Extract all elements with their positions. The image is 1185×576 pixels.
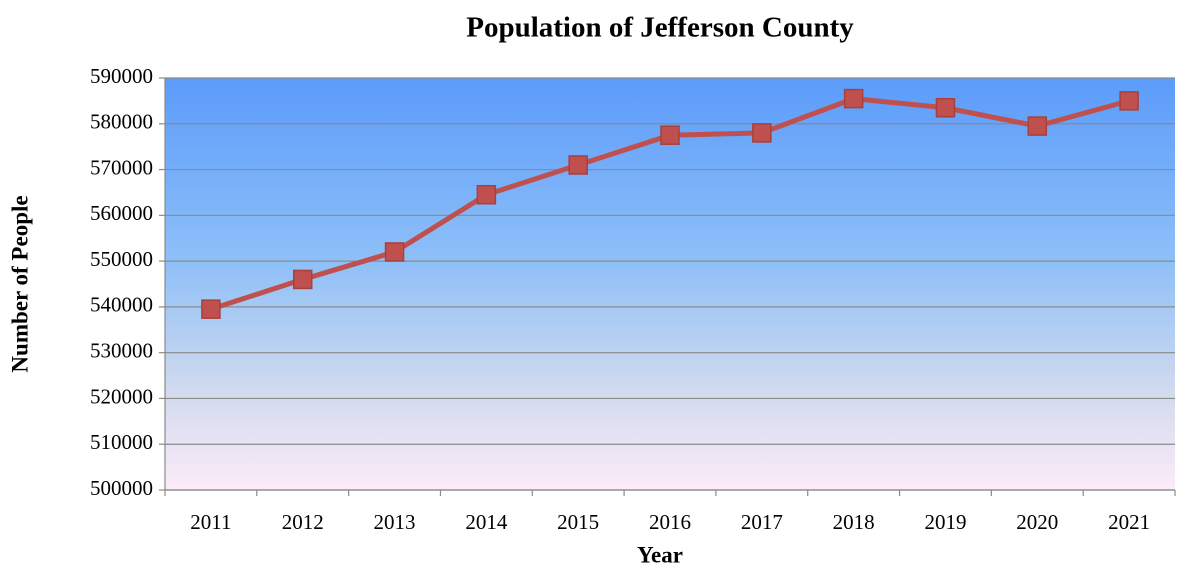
y-tick-label: 520000 (90, 384, 153, 408)
marker (660, 125, 680, 145)
y-tick-label: 590000 (90, 64, 153, 88)
marker (476, 184, 497, 205)
y-tick-label: 530000 (90, 338, 153, 362)
marker (568, 155, 588, 175)
y-tick-label: 570000 (90, 155, 153, 179)
x-tick-label: 2018 (833, 510, 875, 534)
x-tick-label: 2016 (649, 510, 691, 534)
chart-title: Population of Jefferson County (466, 12, 854, 44)
x-tick-label: 2017 (741, 510, 783, 534)
marker (843, 88, 864, 109)
y-tick-label: 510000 (90, 430, 153, 454)
y-tick-label: 560000 (90, 201, 153, 225)
x-tick-label: 2013 (374, 510, 416, 534)
y-tick-label: 580000 (90, 110, 153, 134)
marker (1027, 116, 1048, 136)
y-tick-label: 500000 (90, 476, 153, 500)
y-tick-label: 550000 (90, 247, 153, 271)
x-tick-label: 2011 (190, 510, 231, 534)
x-axis-title: Year (637, 542, 683, 567)
marker (292, 269, 313, 290)
plot-area (165, 78, 1175, 490)
x-tick-label: 2019 (924, 510, 966, 534)
marker (201, 299, 221, 319)
marker (935, 98, 956, 118)
marker (752, 123, 772, 143)
x-tick-label: 2012 (282, 510, 324, 534)
y-axis-title: Number of People (7, 195, 32, 372)
marker (1119, 91, 1139, 111)
x-tick-label: 2021 (1108, 510, 1150, 534)
x-tick-label: 2015 (557, 510, 599, 534)
marker (384, 242, 405, 262)
y-tick-label: 540000 (90, 293, 153, 317)
x-tick-label: 2014 (465, 510, 508, 534)
x-tick-label: 2020 (1016, 510, 1058, 534)
